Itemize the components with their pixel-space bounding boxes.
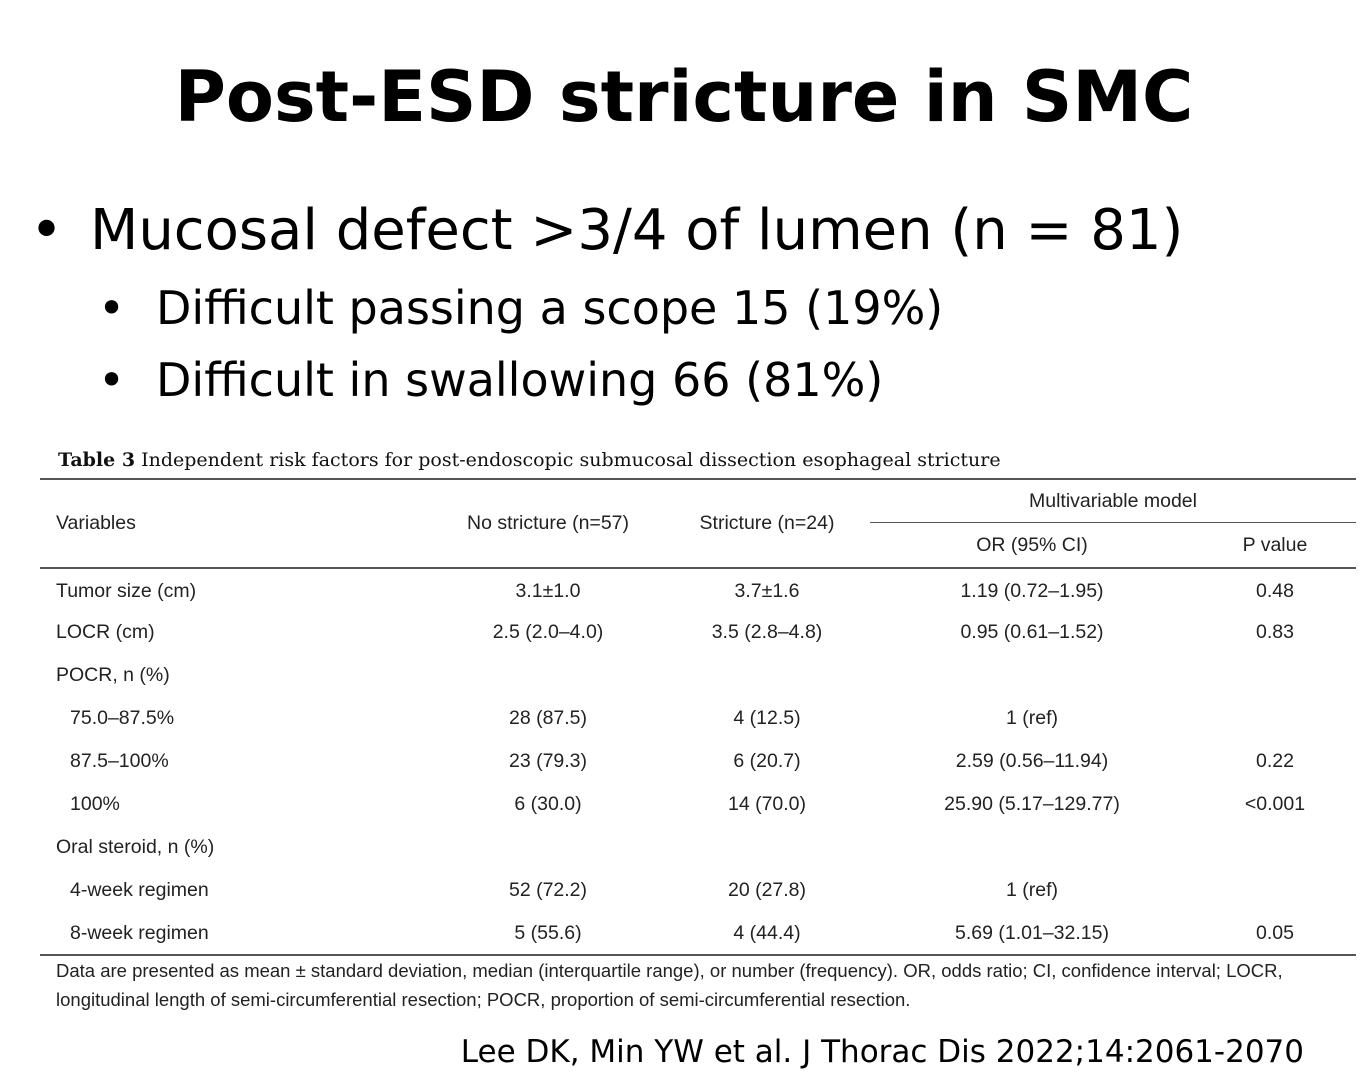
cell-no-stricture: 3.1±1.0 [515,579,581,602]
cell-or-ci: 5.69 (1.01–32.15) [955,921,1109,944]
cell-stricture: 4 (44.4) [733,921,801,944]
cell-variable: Tumor size (cm) [56,579,197,602]
bullet-main: • Mucosal defect >3/4 of lumen (n = 81) [30,196,1183,266]
cell-or-ci: 1 (ref) [1005,879,1058,901]
cell-stricture: 6 (20.7) [733,750,801,772]
bullet-sub-swallowing: • Difficult in swallowing 66 (81%) [98,350,883,410]
table-row: Oral steroid, n (%) [40,826,1356,869]
cell-or-ci: 1 (ref) [1005,707,1058,729]
header-variables: Variables [40,479,432,569]
cell-no-stricture: 5 (55.6) [514,921,582,944]
table-caption-label: Table 3 [58,449,136,471]
header-stricture: Stricture (n=24) [664,479,870,569]
cell-or-ci [870,654,1194,697]
cell-no-stricture: 2.5 (2.0–4.0) [492,621,604,643]
cell-stricture: 14 (70.0) [727,793,807,815]
header-p-value: P value [1194,522,1356,569]
cell-p-value [1194,826,1356,869]
cell-or-ci: 0.95 (0.61–1.52) [960,621,1104,643]
table-row: 100% 6 (30.0) 14 (70.0) 25.90 (5.17–129.77)… [40,783,1356,826]
cell-variable: Oral steroid, n (%) [56,836,215,858]
cell-variable: 8-week regimen [70,921,209,944]
risk-factor-table: Variables No stricture (n=57) Stricture … [40,478,1356,956]
header-no-stricture: No stricture (n=57) [432,479,664,569]
cell-p-value: 0.22 [1256,750,1294,772]
slide-title: Post-ESD stricture in SMC [174,56,1194,138]
cell-stricture: 4 (12.5) [733,707,801,729]
cell-variable: POCR, n (%) [56,664,170,686]
cell-p-value: 0.83 [1256,621,1294,643]
cell-stricture: 20 (27.8) [727,879,807,901]
bullet-dot-icon: • [98,281,126,335]
cell-p-value: 0.48 [1256,579,1294,602]
cell-p-value: <0.001 [1244,793,1306,815]
header-multivariable-model: Multivariable model [870,479,1356,523]
bullet-main-text: Mucosal defect >3/4 of lumen (n = 81) [90,198,1184,263]
table-row: 87.5–100% 23 (79.3) 6 (20.7) 2.59 (0.56–11.… [40,740,1356,783]
table-footnote: Data are presented as mean ± standard de… [56,960,1283,1010]
cell-or-ci: 2.59 (0.56–11.94) [955,750,1109,772]
table-header: Variables No stricture (n=57) Stricture … [40,479,1356,569]
cell-no-stricture: 23 (79.3) [508,750,588,772]
cell-variable: 87.5–100% [70,750,169,772]
cell-no-stricture: 52 (72.2) [508,879,588,901]
bullet-sub-scope: • Difficult passing a scope 15 (19%) [98,278,943,338]
table-row: LOCR (cm) 2.5 (2.0–4.0) 3.5 (2.8–4.8) 0.95 … [40,611,1356,654]
cell-or-ci: 25.90 (5.17–129.77) [944,793,1120,815]
cell-stricture: 3.5 (2.8–4.8) [711,621,823,643]
table-row: Tumor size (cm) 3.1±1.0 3.7±1.6 1.19 (0.72–… [40,568,1356,611]
table-caption-text: Independent risk factors for post-endosc… [141,449,1001,471]
cell-variable: LOCR (cm) [56,621,155,643]
cell-no-stricture [432,654,664,697]
bullet-dot-icon: • [30,198,64,263]
cell-no-stricture: 28 (87.5) [508,707,588,729]
table-row: 75.0–87.5% 28 (87.5) 4 (12.5) 1 (ref) [40,697,1356,740]
table-body: Tumor size (cm) 3.1±1.0 3.7±1.6 1.19 (0.72–… [40,568,1356,955]
cell-or-ci [870,826,1194,869]
cell-p-value [1194,697,1356,740]
table-caption: Table 3 Independent risk factors for pos… [58,446,1001,474]
header-or-ci: OR (95% CI) [870,522,1194,569]
cell-variable: 4-week regimen [70,879,209,901]
bullet-sub-scope-text: Difficult passing a scope 15 (19%) [156,281,944,335]
cell-p-value [1194,654,1356,697]
table-row: 8-week regimen 5 (55.6) 4 (44.4) 5.69 (1.01… [40,912,1356,955]
cell-p-value: 0.05 [1256,921,1294,944]
cell-p-value [1194,869,1356,912]
citation: Lee DK, Min YW et al. J Thorac Dis 2022;… [460,1034,1304,1070]
bullet-dot-icon: • [98,353,126,407]
bullet-sub-swallowing-text: Difficult in swallowing 66 (81%) [156,353,884,407]
cell-variable: 75.0–87.5% [70,707,175,729]
table-row: POCR, n (%) [40,654,1356,697]
cell-stricture: 3.7±1.6 [734,579,800,602]
cell-variable: 100% [70,793,120,815]
cell-stricture [664,826,870,869]
cell-stricture [664,654,870,697]
cell-or-ci: 1.19 (0.72–1.95) [960,579,1104,602]
cell-no-stricture: 6 (30.0) [514,793,582,815]
table-row: 4-week regimen 52 (72.2) 20 (27.8) 1 (ref) [40,869,1356,912]
cell-no-stricture [432,826,664,869]
